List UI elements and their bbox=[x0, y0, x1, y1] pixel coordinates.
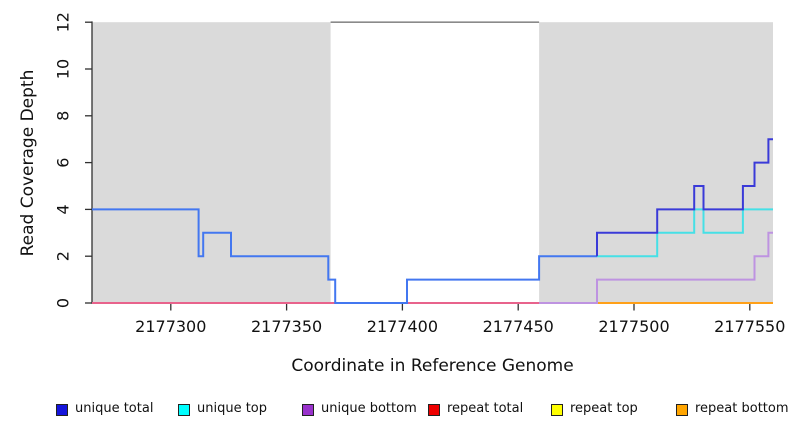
series-unique-top bbox=[597, 208, 773, 258]
x-tick-label: 2177550 bbox=[714, 317, 785, 336]
series-unique-total-left bbox=[92, 208, 597, 304]
y-tick-label: 8 bbox=[54, 111, 73, 121]
x-tick-label: 2177500 bbox=[598, 317, 669, 336]
series-unique-bottom bbox=[539, 231, 773, 304]
y-tick-label: 10 bbox=[54, 59, 73, 79]
x-tick-label: 2177450 bbox=[483, 317, 554, 336]
y-tick-label: 12 bbox=[54, 12, 73, 32]
shaded-region-1 bbox=[539, 22, 773, 303]
x-axis-label: Coordinate in Reference Genome bbox=[291, 356, 574, 376]
shaded-region-0 bbox=[92, 22, 331, 303]
y-tick-label: 4 bbox=[54, 204, 73, 214]
y-tick-label: 0 bbox=[54, 298, 73, 308]
x-tick-label: 2177350 bbox=[251, 317, 322, 336]
y-tick-label: 2 bbox=[54, 251, 73, 261]
x-tick-label: 2177400 bbox=[367, 317, 438, 336]
y-axis-label: Read Coverage Depth bbox=[18, 69, 38, 257]
y-tick-label: 6 bbox=[54, 158, 73, 168]
series-unique-total-right bbox=[596, 138, 773, 257]
x-tick-label: 2177300 bbox=[135, 317, 206, 336]
